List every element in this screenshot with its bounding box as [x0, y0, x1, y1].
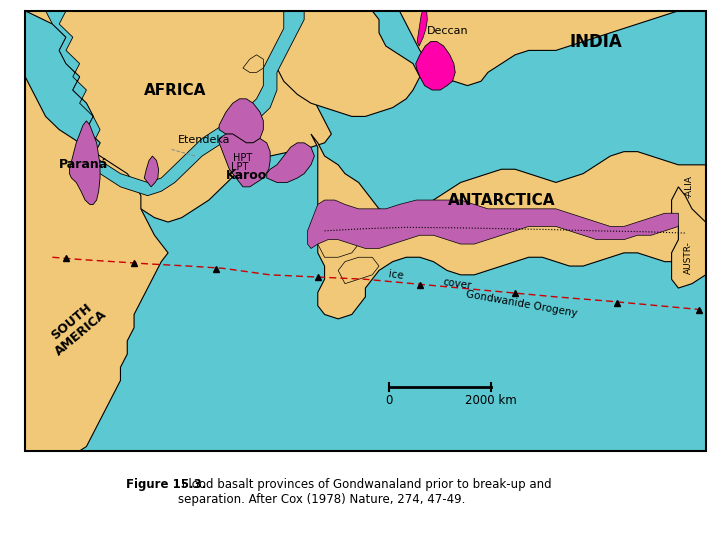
Polygon shape [417, 11, 427, 46]
Text: Karoo: Karoo [225, 170, 267, 183]
Polygon shape [243, 55, 264, 72]
Text: 0: 0 [385, 394, 393, 407]
Polygon shape [400, 11, 678, 86]
Polygon shape [266, 143, 315, 183]
Text: SOUTH
AMERICA: SOUTH AMERICA [43, 296, 109, 359]
Polygon shape [318, 231, 359, 257]
Text: INDIA: INDIA [570, 32, 622, 51]
Text: AUSTR-: AUSTR- [684, 241, 693, 274]
Polygon shape [277, 11, 420, 117]
Polygon shape [307, 200, 678, 248]
Text: HPT: HPT [233, 153, 253, 163]
Text: Flood basalt provinces of Gondwanaland prior to break-up and
separation. After C: Flood basalt provinces of Gondwanaland p… [178, 478, 552, 506]
Polygon shape [672, 187, 706, 288]
Polygon shape [144, 156, 158, 187]
Text: cover: cover [442, 276, 472, 291]
Text: Figure 15.3.: Figure 15.3. [126, 478, 207, 491]
Polygon shape [25, 11, 331, 222]
Polygon shape [415, 42, 455, 90]
Text: -ALIA: -ALIA [684, 176, 693, 198]
Polygon shape [69, 121, 100, 205]
Polygon shape [45, 11, 304, 195]
Text: LPT: LPT [231, 162, 248, 172]
Polygon shape [311, 134, 706, 319]
Polygon shape [338, 257, 379, 284]
Polygon shape [25, 77, 168, 451]
Polygon shape [25, 11, 706, 451]
Text: ice: ice [388, 269, 404, 281]
Text: Paraná: Paraná [58, 158, 108, 171]
Text: ANTARCTICA: ANTARCTICA [448, 193, 555, 207]
Text: Deccan: Deccan [427, 25, 469, 36]
Text: 2000 km: 2000 km [465, 394, 517, 407]
Polygon shape [219, 99, 264, 143]
Text: AFRICA: AFRICA [144, 83, 206, 98]
Polygon shape [219, 134, 270, 187]
Text: Gondwanide Orogeny: Gondwanide Orogeny [465, 289, 578, 318]
Text: Etendeka: Etendeka [179, 135, 231, 145]
